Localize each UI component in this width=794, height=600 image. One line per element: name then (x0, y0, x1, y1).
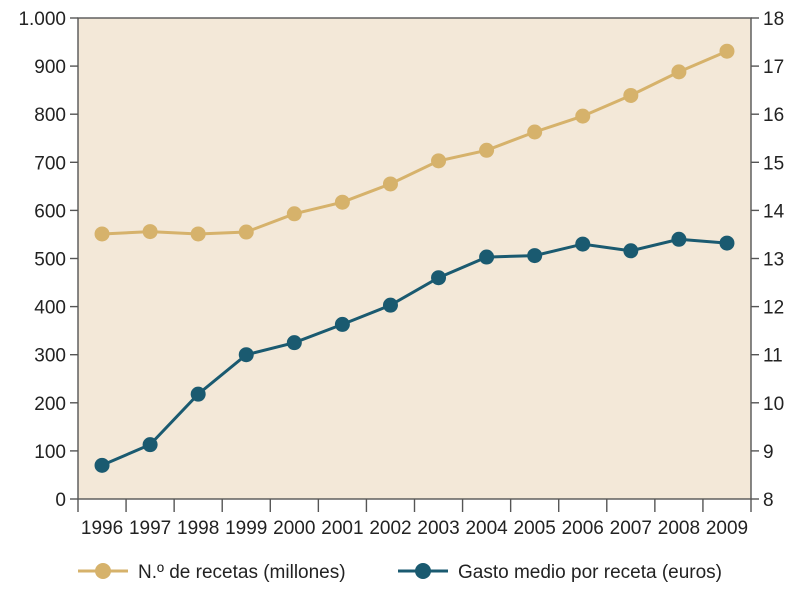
data-point-gasto (527, 248, 543, 264)
y-left-tick-label: 900 (34, 57, 66, 78)
x-tick-label: 2009 (706, 518, 748, 539)
data-point-recetas (190, 226, 206, 242)
data-point-gasto (382, 297, 398, 313)
data-point-recetas (719, 43, 735, 59)
legend-label-gasto: Gasto medio por receta (euros) (458, 562, 722, 583)
y-right-tick-label: 15 (763, 153, 784, 174)
y-left-tick-label: 300 (34, 346, 66, 367)
data-point-gasto (286, 335, 302, 351)
data-point-recetas (142, 224, 158, 240)
data-point-gasto (479, 249, 495, 265)
x-tick-label: 2000 (273, 518, 315, 539)
data-point-recetas (431, 153, 447, 169)
y-right-tick-label: 10 (763, 394, 784, 415)
y-right-tick-label: 14 (763, 201, 785, 222)
series-line-gasto (101, 237, 728, 467)
x-tick-label: 1996 (81, 518, 123, 539)
data-point-gasto (94, 457, 110, 473)
y-left-tick-label: 100 (34, 442, 66, 463)
legend-marker-gasto (415, 563, 431, 579)
y-right-tick-label: 11 (763, 346, 783, 367)
data-point-recetas (382, 176, 398, 192)
data-point-gasto (431, 270, 447, 286)
x-tick-label: 2007 (610, 518, 652, 539)
x-tick-label: 2008 (658, 518, 700, 539)
data-point-recetas (94, 226, 110, 242)
data-point-gasto (623, 243, 639, 259)
x-tick-label: 2005 (514, 518, 556, 539)
y-left-tick-label: 700 (34, 153, 66, 174)
x-tick-label: 2002 (369, 518, 411, 539)
data-point-gasto (671, 231, 687, 247)
x-tick-label: 1997 (129, 518, 171, 539)
x-tick-label: 2001 (321, 518, 363, 539)
plot-area (77, 17, 752, 500)
data-point-recetas (575, 108, 591, 124)
y-right-tick-label: 8 (763, 490, 774, 511)
legend-marker-recetas (95, 563, 111, 579)
y-right-tick-label: 12 (763, 298, 784, 319)
x-tick-label: 1998 (177, 518, 219, 539)
y-left-tick-label: 1.000 (18, 9, 66, 30)
legend-label-recetas: N.º de recetas (millones) (138, 562, 346, 583)
x-tick-label: 2003 (417, 518, 459, 539)
data-point-gasto (575, 236, 591, 252)
y-left-tick-label: 200 (34, 394, 66, 415)
y-right-tick-label: 18 (763, 9, 784, 30)
data-point-recetas (527, 124, 543, 140)
y-right-tick-label: 17 (763, 57, 784, 78)
data-point-gasto (142, 437, 158, 453)
data-point-recetas (286, 206, 302, 222)
data-point-recetas (334, 194, 350, 210)
data-point-recetas (671, 64, 687, 80)
legend: N.º de recetas (millones) Gasto medio po… (78, 562, 722, 583)
chart-marks: 0 100 200 300 400 500 600 700 800 900 1.000 8 9 10 11 1… (18, 9, 784, 539)
y-left-tick-label: 800 (34, 105, 66, 126)
data-point-recetas (238, 224, 254, 240)
y-right-tick-label: 16 (763, 105, 784, 126)
y-left-tick-label: 600 (34, 201, 66, 222)
data-point-gasto (238, 347, 254, 363)
y-left-tick-label: 0 (55, 490, 66, 511)
x-tick-label: 1999 (225, 518, 267, 539)
x-tick-label: 2004 (465, 518, 508, 539)
y-right-tick-label: 9 (763, 442, 774, 463)
data-point-recetas (623, 87, 639, 103)
series-line-recetas (101, 49, 728, 236)
y-left-tick-label: 500 (34, 250, 66, 271)
data-point-recetas (479, 142, 495, 158)
y-right-tick-label: 13 (763, 250, 784, 271)
y-left-tick-label: 400 (34, 298, 66, 319)
x-tick-label: 2006 (562, 518, 604, 539)
data-point-gasto (190, 386, 206, 402)
data-point-gasto (719, 235, 735, 251)
data-point-gasto (334, 316, 350, 332)
